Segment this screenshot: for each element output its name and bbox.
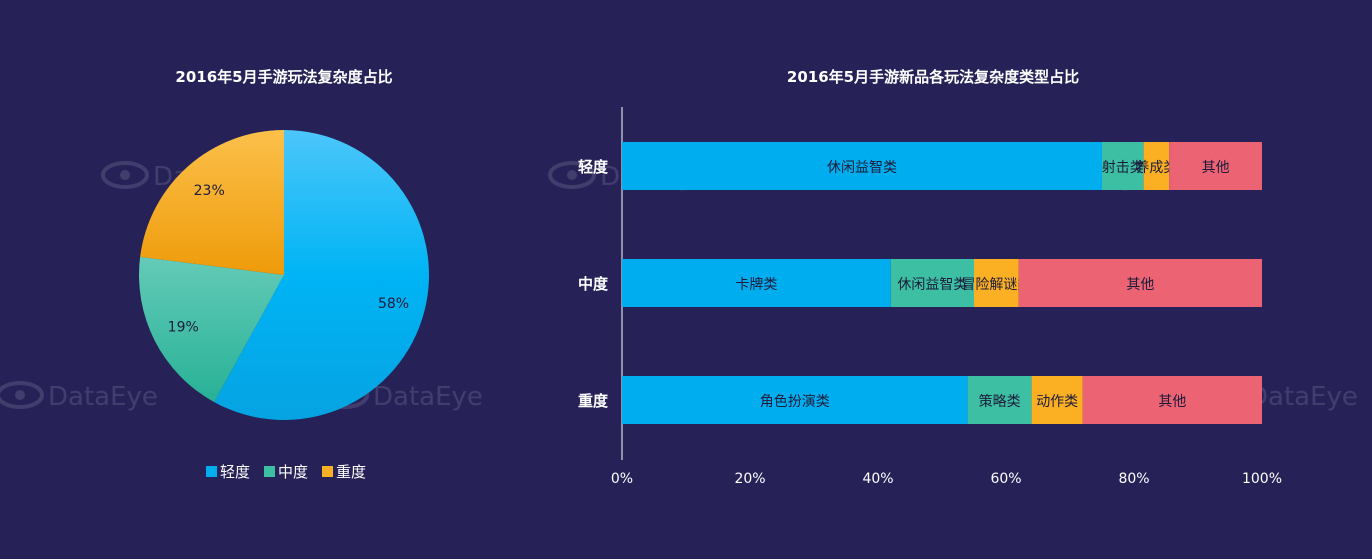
bar-segment-label: 休闲益智类 xyxy=(827,160,897,176)
bar-segment-label: 角色扮演类 xyxy=(760,393,830,410)
bar-segment[interactable] xyxy=(1102,142,1144,190)
watermark-text: DataEye xyxy=(48,382,158,412)
category-label: 轻度 xyxy=(578,158,609,176)
x-tick-label: 80% xyxy=(1118,471,1149,487)
legend-label: 轻度 xyxy=(220,463,250,481)
x-tick-label: 40% xyxy=(862,471,893,487)
x-tick-label: 60% xyxy=(990,471,1021,487)
bar-segment-label: 射击类 xyxy=(1102,160,1144,176)
x-tick-label: 100% xyxy=(1242,471,1282,487)
bar-segment-label: 养成类 xyxy=(1135,160,1177,176)
pie-slice-3[interactable] xyxy=(140,130,284,275)
bar-segment[interactable] xyxy=(967,376,1032,424)
pie-slice-label: 19% xyxy=(168,319,199,335)
x-axis-ticks: 0% 20% 40% 60% 80% 100% xyxy=(611,471,1282,487)
stacked-bar-chart: 轻度 休闲益智类 射击类养成类 其他中度 卡牌类 休闲益智类冒险解谜类 其他重度 角色扮演类策… xyxy=(578,142,1262,424)
bar-segment-label: 动作类 xyxy=(1036,394,1078,410)
pie-slice-label: 58% xyxy=(378,296,409,312)
bar-segment-label: 卡牌类 xyxy=(735,276,777,293)
pie-chart: 58% 19% 23% xyxy=(139,130,430,420)
bar-segment[interactable] xyxy=(622,376,968,424)
watermark-text: DataEye xyxy=(1248,382,1358,412)
bar-row: 重度 角色扮演类 策略类 动作类 其他 xyxy=(578,376,1262,424)
bar-segment[interactable] xyxy=(1169,142,1262,190)
bar-segment-label: 策略类 xyxy=(979,393,1021,410)
x-tick-label: 20% xyxy=(734,471,765,487)
bar-segment[interactable] xyxy=(622,142,1102,190)
category-label: 中度 xyxy=(578,275,609,293)
bar-segment[interactable] xyxy=(1082,376,1262,424)
pie-slice-2[interactable] xyxy=(139,256,284,403)
bar-segment[interactable] xyxy=(622,259,891,307)
legend-item[interactable]: 中度 xyxy=(264,463,308,481)
watermark: DataEye xyxy=(0,381,158,412)
bar-segment-label: 冒险解谜类 xyxy=(961,277,1031,293)
watermark-text: DataEye xyxy=(373,382,483,412)
pie-slice-1[interactable] xyxy=(214,130,430,420)
pie-slice-label: 23% xyxy=(194,183,225,199)
legend-item[interactable]: 轻度 xyxy=(206,463,250,481)
bar-segment-label: 其他 xyxy=(1202,160,1230,176)
legend-swatch xyxy=(322,466,333,477)
x-tick-label: 0% xyxy=(611,471,633,487)
bar-segment[interactable] xyxy=(1018,259,1262,307)
pie-chart-title: 2016年5月手游玩法复杂度占比 xyxy=(175,68,392,86)
pie-legend: 轻度 中度 重度 xyxy=(206,463,366,481)
legend-swatch xyxy=(206,466,217,477)
bar-segment-label: 休闲益智类 xyxy=(897,277,967,293)
category-label: 重度 xyxy=(578,392,609,410)
bar-segment[interactable] xyxy=(1143,142,1170,190)
legend-item[interactable]: 重度 xyxy=(322,463,366,481)
bar-segment[interactable] xyxy=(1031,376,1083,424)
legend-label: 中度 xyxy=(278,463,308,481)
bar-segment[interactable] xyxy=(890,259,974,307)
bar-segment-label: 其他 xyxy=(1126,277,1154,293)
bar-chart-title: 2016年5月手游新品各玩法复杂度类型占比 xyxy=(787,68,1079,86)
legend-label: 重度 xyxy=(336,463,366,481)
bar-segment[interactable] xyxy=(974,259,1019,307)
legend-swatch xyxy=(264,466,275,477)
bar-segment-label: 其他 xyxy=(1158,394,1186,410)
